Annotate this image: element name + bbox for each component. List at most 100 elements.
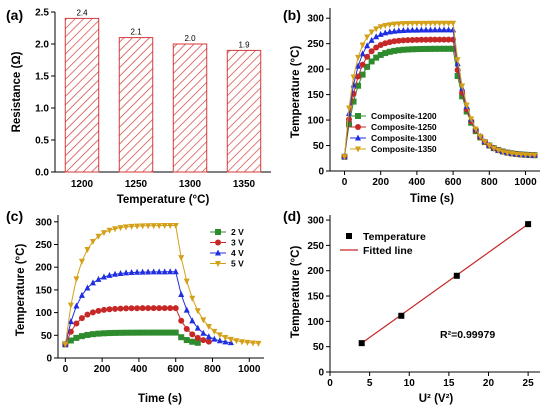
panel-c-legend-marker-2-v (215, 229, 221, 235)
panel-c-point-5-v (178, 255, 185, 262)
panel-b-point-composite-1250 (409, 36, 416, 43)
panel-c-point-4-v (67, 318, 74, 325)
panel-d: (d) 0 50 100 150 200 250 300 0 5 10 15 20 25 Temper… (283, 208, 540, 405)
panel-b-point-composite-1350 (422, 20, 429, 27)
panel-b-point-composite-1200 (418, 45, 425, 52)
panel-c-point-2-v (161, 329, 168, 336)
panel-c-x-tick-label: 0 (63, 364, 69, 375)
panel-b-point-composite-1250 (445, 36, 452, 43)
panel-b-legend-label-composite-1200: Composite-1200 (371, 111, 437, 121)
panel-a-x-tick-label: 1300 (179, 179, 202, 190)
panel-d-legend: Temperature Fitted line (340, 231, 426, 257)
panel-b-point-composite-1200 (450, 45, 457, 52)
panel-d-legend-label-fitted: Fitted line (363, 245, 413, 257)
panel-c-point-2-v (150, 329, 157, 336)
panel-c-series (62, 222, 262, 348)
panel-b-point-composite-1350 (472, 126, 479, 133)
panel-c-point-2-v (89, 331, 96, 338)
panel-b-point-composite-1350 (527, 152, 534, 159)
panel-c-point-3-v (67, 328, 74, 335)
panel-c-label: (c) (6, 208, 23, 224)
panel-b-point-composite-1250 (441, 36, 448, 43)
panel-c-point-3-v (106, 306, 113, 313)
panel-b-point-composite-1200 (355, 82, 362, 89)
panel-b-x-tick-label: 800 (481, 177, 498, 188)
panel-c-point-4-v (84, 284, 91, 291)
panel-c-point-4-v (183, 306, 190, 313)
panel-b-point-composite-1350 (395, 21, 402, 28)
panel-b-point-composite-1350 (409, 20, 416, 27)
panel-c-legend: 2 V3 V4 V5 V (210, 227, 244, 269)
panel-c-point-3-v (178, 317, 185, 324)
panel-a-y-axis-title: Resistance (Ω) (11, 51, 23, 132)
panel-c-point-3-v (145, 305, 152, 312)
panel-d-legend-marker-temperature (346, 233, 352, 239)
panel-b-point-composite-1200 (404, 46, 411, 53)
bar-1300 (172, 43, 208, 173)
panel-c-point-3-v (73, 320, 80, 327)
panel-c-point-4-v (161, 268, 168, 275)
panel-b: (b) 0 50 100 150 200 250 300 0 200 400 600 800 1000… (283, 7, 540, 205)
panel-b-point-composite-1350 (350, 74, 357, 81)
panel-b-point-composite-1300 (445, 26, 452, 33)
panel-c-y-ticks: 0 50 100 150 200 250 300 (35, 217, 58, 365)
panel-c-point-5-v (62, 341, 69, 348)
panel-d-y-tick-label: 150 (307, 292, 324, 303)
panel-c-point-4-v (200, 329, 207, 336)
panel-b-point-composite-1350 (508, 151, 515, 158)
panel-b-point-composite-1350 (359, 42, 366, 49)
panel-b-point-composite-1250 (386, 39, 393, 46)
panel-c-point-2-v (67, 337, 74, 344)
panel-c-point-4-v (134, 268, 141, 275)
panel-c-y-tick-label: 250 (35, 240, 52, 251)
panel-b-legend: Composite-1200Composite-1250Composite-13… (350, 111, 437, 154)
panel-c-point-2-v (84, 331, 91, 338)
panel-c-legend-label-3-v: 3 V (231, 238, 244, 248)
panel-b-point-composite-1350 (373, 26, 380, 33)
panel-b-y-tick-label: 250 (307, 39, 324, 50)
panel-c-point-5-v (145, 223, 152, 230)
panel-c-point-5-v (238, 339, 245, 346)
panel-b-point-composite-1350 (432, 20, 438, 27)
panel-c-point-5-v (244, 339, 251, 346)
panel-b-point-composite-1300 (422, 26, 429, 33)
panel-c-y-tick-label: 0 (46, 354, 52, 365)
panel-b-point-composite-1250 (391, 38, 398, 45)
panel-b-point-composite-1250 (418, 36, 425, 43)
panel-b-point-composite-1300 (359, 50, 366, 57)
panel-b-point-composite-1350 (468, 116, 475, 123)
panel-c-point-5-v (100, 230, 107, 237)
panel-b-point-composite-1250 (422, 36, 429, 43)
panel-c-legend-label-2-v: 2 V (231, 227, 244, 237)
panel-b-x-ticks: 0 200 400 600 800 1000 (342, 171, 537, 188)
panel-b-point-composite-1350 (368, 29, 375, 36)
panel-d-y-tick-label: 50 (313, 342, 325, 353)
panel-b-legend-marker-composite-1200 (355, 113, 361, 119)
panel-b-point-composite-1200 (432, 45, 438, 52)
panel-a-bars: 2.4 2.1 2.0 1.9 (64, 8, 262, 173)
panel-d-y-axis-title: Temperature (°C) (290, 246, 302, 339)
panel-c-point-4-v (189, 317, 196, 324)
panel-b-point-composite-1300 (418, 26, 425, 33)
panel-b-point-composite-1200 (382, 50, 389, 57)
panel-c-point-3-v (78, 315, 85, 322)
panel-c-point-4-v (150, 268, 157, 275)
panel-c-y-axis-title: Temperature (°C) (15, 244, 27, 337)
panel-b-point-composite-1350 (377, 24, 384, 31)
panel-b-legend-marker-composite-1250 (355, 124, 361, 130)
panel-c-point-4-v (128, 269, 135, 276)
panel-b-point-composite-1350 (454, 57, 461, 64)
panel-a-x-axis-title: Temperature (°C) (117, 194, 210, 206)
panel-c-legend-marker-3-v (215, 239, 221, 246)
bar-1250 (118, 37, 154, 173)
panel-c-point-4-v (167, 268, 174, 275)
panel-c-point-5-v (189, 295, 196, 302)
panel-b-point-composite-1250 (395, 37, 402, 44)
panel-c-point-2-v (178, 334, 185, 341)
panel-c-point-4-v (205, 333, 212, 340)
panel-b-point-composite-1300 (441, 26, 448, 33)
panel-c-point-2-v (156, 329, 163, 336)
panel-c-point-3-v (156, 305, 163, 312)
panel-c-x-tick-label: 800 (204, 364, 221, 375)
bar-1200 (64, 17, 100, 173)
